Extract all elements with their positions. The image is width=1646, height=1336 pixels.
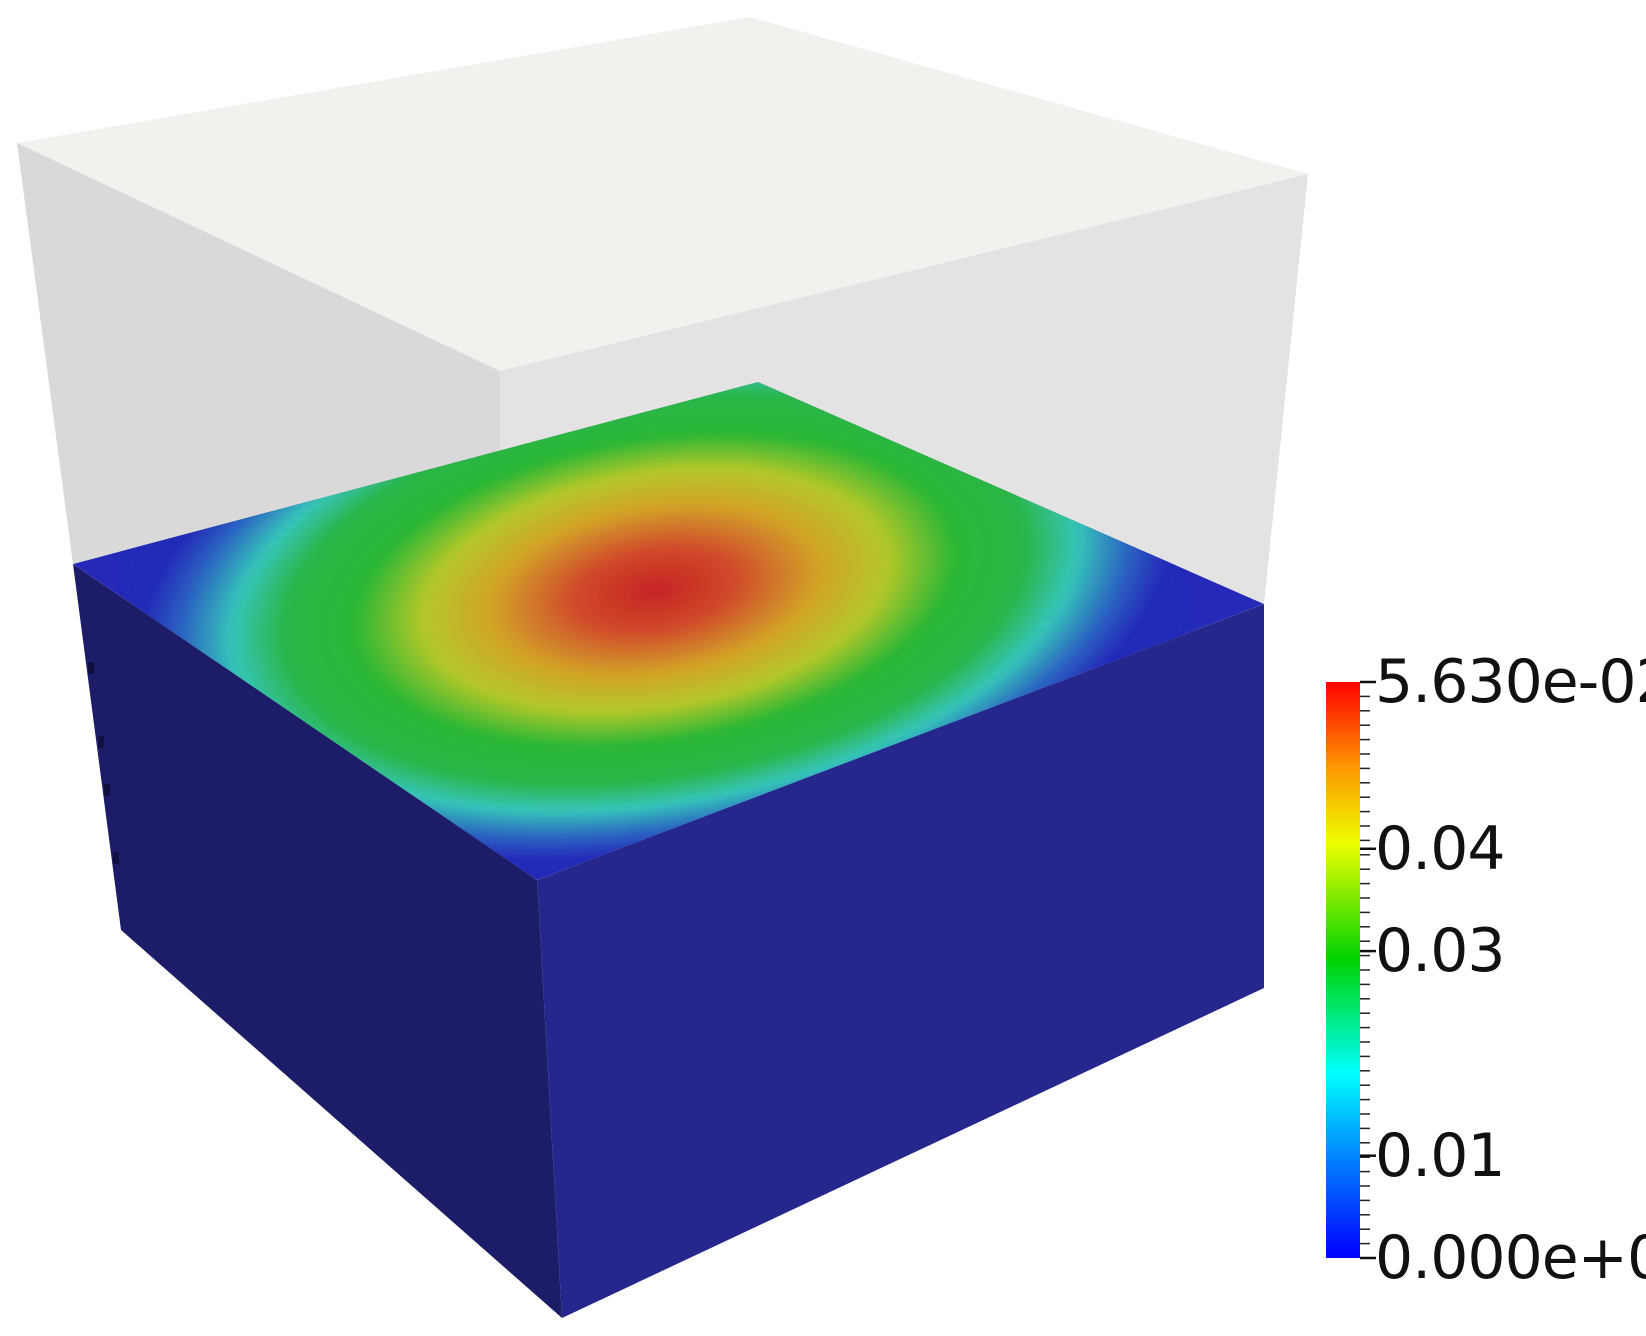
color-legend [1326, 680, 1376, 1260]
colorbar-gradient [1326, 682, 1360, 1258]
solid-block-left-face [73, 564, 562, 1318]
colorbar-title-fragment: S [1262, 603, 1282, 663]
colorbar-label-004: 0.04 [1375, 813, 1506, 884]
solid-block-right-face [537, 604, 1264, 1318]
colorbar-label-001: 0.01 [1375, 1120, 1506, 1191]
colorbar-ticks [1360, 680, 1376, 1260]
colorbar-label-min: 0.000e+00 [1375, 1223, 1646, 1293]
outer-box-top-face [17, 17, 1308, 371]
colorbar-label-003: 0.03 [1375, 916, 1506, 987]
colorbar-label-max: 5.630e-02 [1375, 647, 1646, 717]
